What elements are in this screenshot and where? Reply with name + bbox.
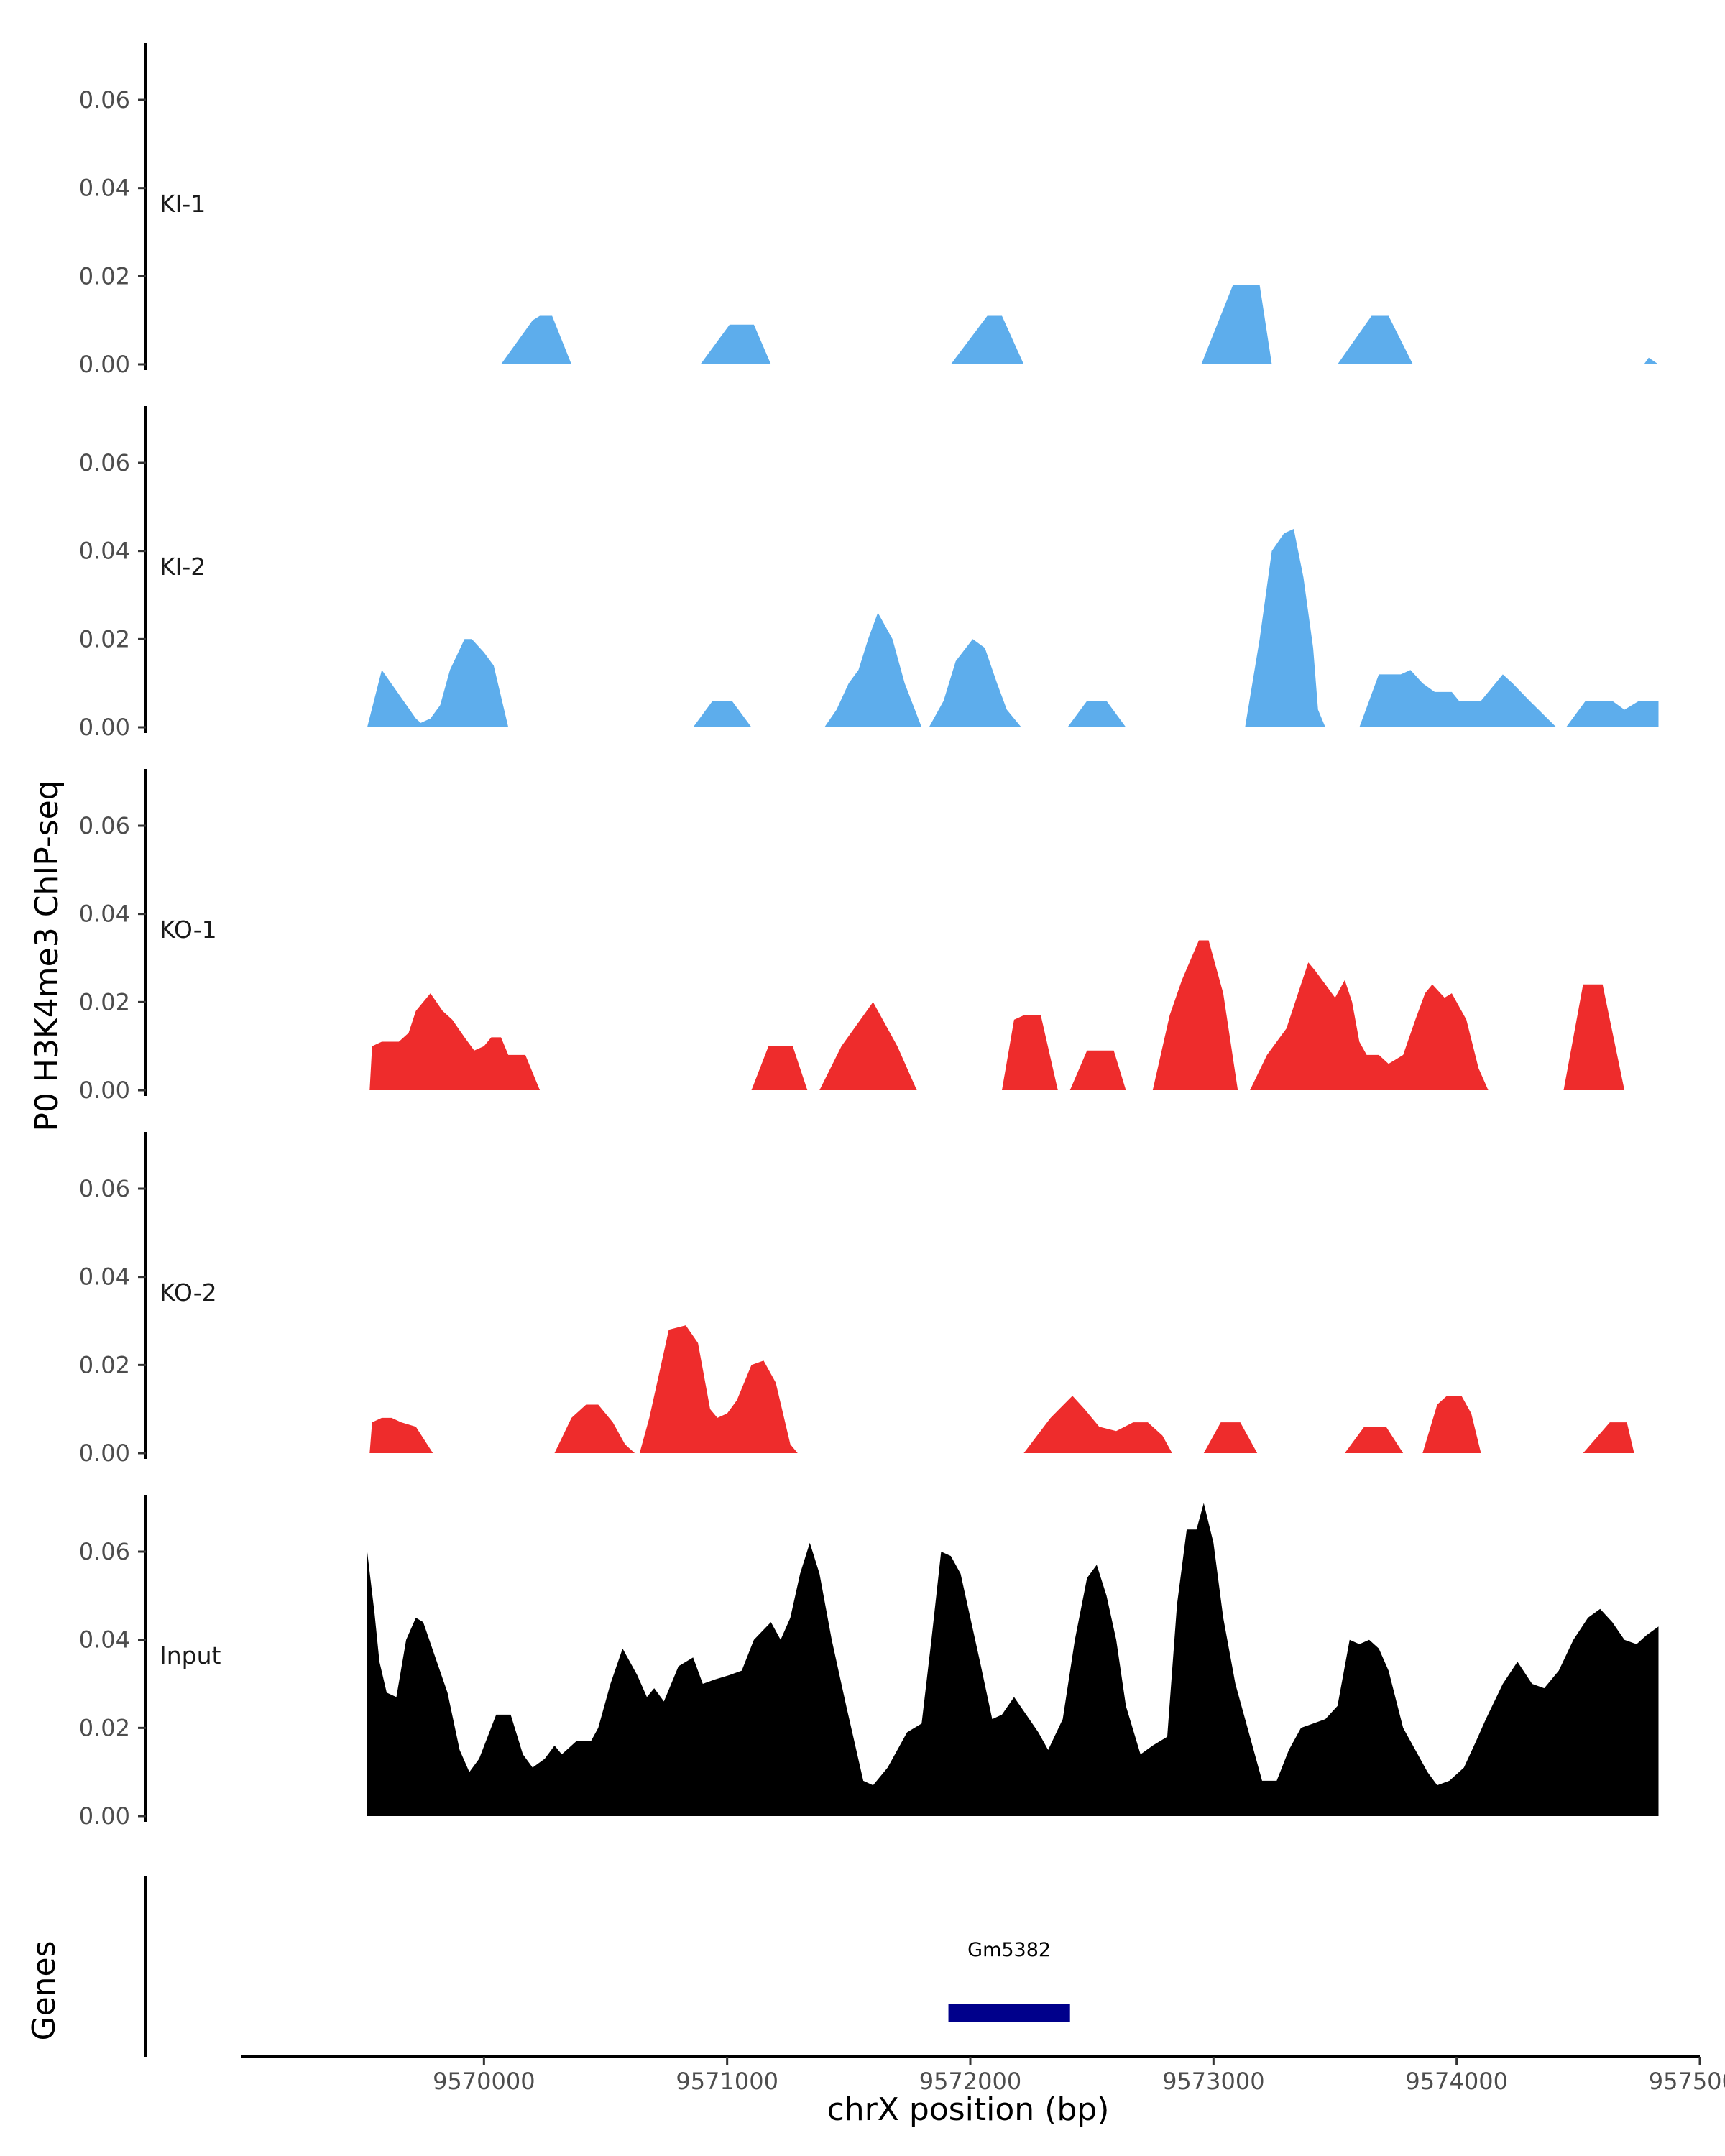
x-tick-label: 9575000 xyxy=(1649,2068,1725,2095)
y-tick-label: 0.00 xyxy=(79,714,130,741)
y-tick-label: 0.04 xyxy=(79,538,130,565)
signal-peak xyxy=(554,1404,635,1453)
y-tick-label: 0.00 xyxy=(79,1077,130,1104)
x-axis: 9570000 9571000 9572000 9573000 9574000 95750… xyxy=(241,2055,1725,2095)
signal-peak xyxy=(1002,1015,1058,1090)
track-panel-ki-2: 0.00 0.02 0.04 0.06 KI-2 xyxy=(79,406,1659,741)
y-tick-label: 0.02 xyxy=(79,1351,130,1378)
signal-peak xyxy=(1644,357,1659,364)
x-tick-label: 9574000 xyxy=(1405,2068,1508,2095)
signal-peak xyxy=(1201,285,1272,364)
signal-peak xyxy=(367,1503,1659,1816)
signal-peak xyxy=(1245,529,1325,727)
signal-peak xyxy=(751,1046,808,1090)
signal-peak xyxy=(1152,940,1238,1090)
signal-peak xyxy=(824,612,922,727)
x-tick-label: 9572000 xyxy=(919,2068,1022,2095)
signal-peak xyxy=(369,993,540,1090)
gene-body xyxy=(948,2004,1070,2022)
y-tick-label: 0.04 xyxy=(79,1626,130,1654)
y-tick-label: 0.06 xyxy=(79,449,130,476)
signal-peak xyxy=(819,1002,917,1090)
signal-peak xyxy=(367,639,509,727)
genes-panel-label: Genes xyxy=(26,1940,63,2040)
y-tick-label: 0.00 xyxy=(79,1802,130,1830)
y-tick-label: 0.04 xyxy=(79,1263,130,1291)
track-panel-input: 0.00 0.02 0.04 0.06 Input xyxy=(79,1495,1659,1830)
track-panel-ki-1: 0.00 0.02 0.04 0.06 KI-1 xyxy=(79,43,1659,378)
signal-peak xyxy=(369,1417,433,1453)
y-axis-title: P0 H3K4me3 ChIP-seq xyxy=(29,780,65,1131)
signal-peak xyxy=(1070,1050,1126,1090)
y-tick-label: 0.02 xyxy=(79,988,130,1015)
track-panel-ko-1: 0.00 0.02 0.04 0.06 KO-1 xyxy=(79,769,1625,1104)
x-tick-label: 9571000 xyxy=(676,2068,778,2095)
tracks-layer: 0.00 0.02 0.04 0.06 KI-1 0.00 0.02 0.04 0.06 KI-2… xyxy=(79,43,1659,1830)
y-tick-label: 0.04 xyxy=(79,900,130,928)
track-label: Input xyxy=(160,1641,221,1669)
y-tick-label: 0.02 xyxy=(79,262,130,290)
signal-peak xyxy=(1024,1396,1172,1453)
signal-peak xyxy=(501,315,572,364)
signal-peak xyxy=(700,324,771,364)
y-tick-label: 0.06 xyxy=(79,812,130,839)
track-label: KO-1 xyxy=(160,916,217,944)
signal-peak xyxy=(1359,670,1557,727)
y-tick-label: 0.00 xyxy=(79,1439,130,1467)
y-tick-label: 0.06 xyxy=(79,86,130,114)
signal-peak xyxy=(639,1325,798,1453)
y-tick-label: 0.02 xyxy=(79,1714,130,1741)
signal-peak xyxy=(950,315,1024,364)
signal-peak xyxy=(1067,701,1126,727)
genes-layer: Gm5382 xyxy=(144,1876,1070,2057)
signal-peak xyxy=(1337,315,1413,364)
signal-peak xyxy=(1422,1396,1481,1453)
y-tick-label: 0.02 xyxy=(79,625,130,653)
signal-peak xyxy=(1250,962,1489,1090)
signal-peak xyxy=(693,701,752,727)
y-tick-label: 0.06 xyxy=(79,1175,130,1202)
signal-peak xyxy=(1203,1422,1258,1453)
x-tick-label: 9573000 xyxy=(1162,2068,1265,2095)
signal-peak xyxy=(929,639,1021,727)
signal-peak xyxy=(1565,701,1659,727)
signal-peak xyxy=(1583,1422,1634,1453)
track-label: KO-2 xyxy=(160,1279,217,1307)
signal-peak xyxy=(1563,984,1625,1090)
signal-peak xyxy=(1345,1427,1404,1453)
gene-label: Gm5382 xyxy=(967,1939,1051,1961)
y-tick-label: 0.04 xyxy=(79,175,130,202)
y-tick-label: 0.00 xyxy=(79,351,130,378)
track-panel-ko-2: 0.00 0.02 0.04 0.06 KO-2 xyxy=(79,1132,1634,1467)
x-tick-label: 9570000 xyxy=(433,2068,535,2095)
track-label: KI-2 xyxy=(160,553,206,581)
y-tick-label: 0.06 xyxy=(79,1538,130,1565)
x-axis-title: chrX position (bp) xyxy=(827,2091,1110,2128)
track-label: KI-1 xyxy=(160,190,206,218)
